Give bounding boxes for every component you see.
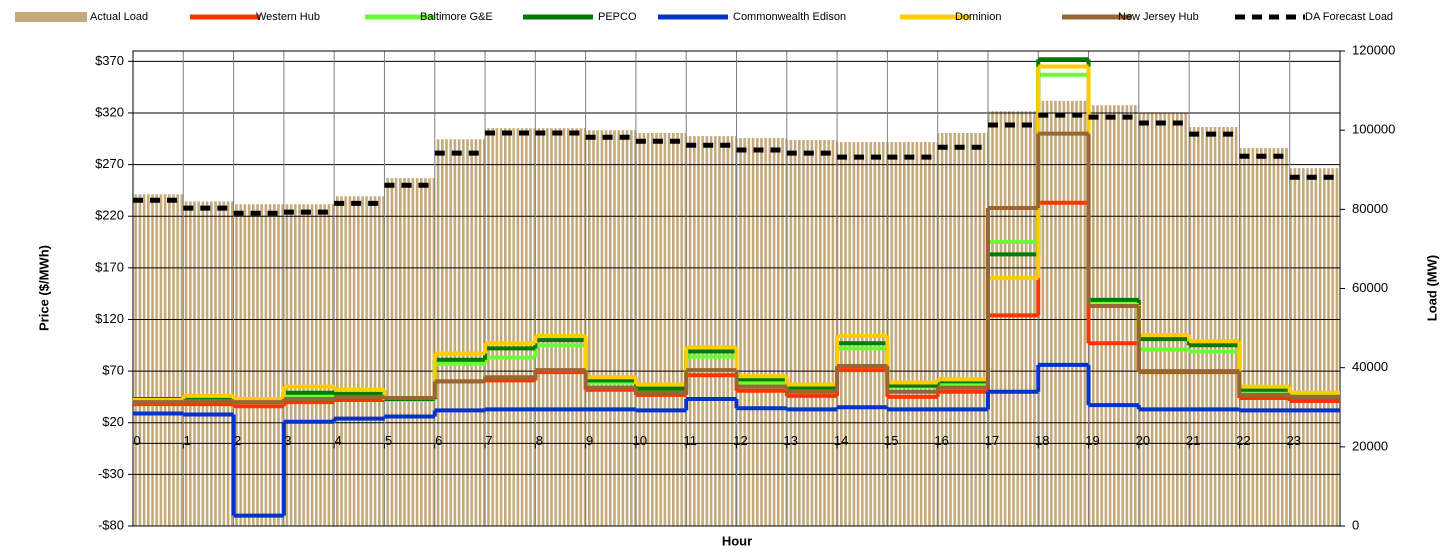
y2-tick-label: 120000 xyxy=(1352,42,1395,57)
load-bar xyxy=(1088,105,1139,527)
load-bar xyxy=(183,201,234,526)
legend-label: Western Hub xyxy=(256,11,320,23)
load-bar xyxy=(1189,127,1240,526)
x-tick-label: 19 xyxy=(1085,433,1099,448)
x-tick-label: 21 xyxy=(1186,433,1200,448)
load-bar xyxy=(937,132,988,526)
x-tick-label: 0 xyxy=(133,433,140,448)
legend-label: Dominion xyxy=(955,11,1001,23)
y-tick-label: $320 xyxy=(95,104,124,119)
x-tick-label: 14 xyxy=(834,433,848,448)
x-tick-label: 8 xyxy=(536,433,543,448)
load-bar xyxy=(485,128,536,526)
load-bar xyxy=(434,139,486,527)
y-tick-label: $70 xyxy=(102,363,124,378)
load-bar xyxy=(887,142,938,526)
x-tick-label: 13 xyxy=(784,433,798,448)
load-bar xyxy=(585,130,636,526)
legend-label: Commonwealth Edison xyxy=(733,11,846,23)
load-bar xyxy=(233,204,284,526)
load-bar xyxy=(1038,100,1089,526)
load-bar xyxy=(635,132,687,526)
x-tick-label: 16 xyxy=(934,433,948,448)
legend-label: Actual Load xyxy=(90,11,148,23)
y-tick-label: $120 xyxy=(95,311,124,326)
x-tick-label: 2 xyxy=(234,433,241,448)
load-bar xyxy=(283,204,335,526)
series-7 xyxy=(133,112,1340,216)
load-bar xyxy=(535,128,586,526)
x-tick-label: 18 xyxy=(1035,433,1049,448)
x-tick-label: 17 xyxy=(985,433,999,448)
series-6 xyxy=(133,131,1340,405)
y2-tick-label: 100000 xyxy=(1352,122,1395,137)
legend-label: New Jersey Hub xyxy=(1118,11,1199,23)
x-tick-label: 11 xyxy=(683,433,697,448)
x-tick-label: 5 xyxy=(385,433,392,448)
series-4 xyxy=(133,362,1340,518)
plot-border xyxy=(132,50,1341,527)
y2-tick-label: 0 xyxy=(1352,517,1359,532)
x-tick-label: 23 xyxy=(1286,433,1300,448)
x-tick-label: 1 xyxy=(184,433,191,448)
x-tick-label: 3 xyxy=(284,433,291,448)
legend-label: DA Forecast Load xyxy=(1305,11,1393,23)
y-tick-label: $270 xyxy=(95,156,124,171)
x-tick-label: 4 xyxy=(335,433,342,448)
y-tick-label: -$80 xyxy=(98,517,124,532)
load-bar xyxy=(987,111,1039,527)
legend-label: PEPCO xyxy=(598,11,637,23)
load-bar xyxy=(686,136,737,526)
x-tick-label: 9 xyxy=(586,433,593,448)
load-bar xyxy=(133,194,184,526)
y-tick-label: $170 xyxy=(95,259,124,274)
y2-tick-label: 20000 xyxy=(1352,438,1388,453)
load-bar xyxy=(786,140,838,526)
legend-swatch xyxy=(15,12,87,22)
x-tick-label: 10 xyxy=(633,433,647,448)
y-axis-title: Price ($/MWh) xyxy=(36,245,51,331)
load-bar xyxy=(1289,168,1340,526)
y-tick-label: $370 xyxy=(95,53,124,68)
x-tick-label: 22 xyxy=(1236,433,1250,448)
y2-tick-label: 80000 xyxy=(1352,201,1388,216)
x-tick-label: 15 xyxy=(884,433,898,448)
load-bar xyxy=(334,196,385,527)
x-tick-label: 6 xyxy=(435,433,442,448)
y-tick-label: $20 xyxy=(102,414,124,429)
y-tick-label: $220 xyxy=(95,208,124,223)
x-tick-label: 20 xyxy=(1136,433,1150,448)
y2-tick-label: 60000 xyxy=(1352,280,1388,295)
y2-axis-title: Load (MW) xyxy=(1424,255,1439,321)
x-tick-label: 12 xyxy=(733,433,747,448)
load-bar xyxy=(384,178,435,526)
load-bar xyxy=(1239,147,1290,526)
load-bar xyxy=(736,138,787,527)
x-tick-label: 7 xyxy=(485,433,492,448)
legend-label: Baltimore G&E xyxy=(420,11,493,23)
x-axis-title: Hour xyxy=(722,533,752,548)
y-tick-label: -$30 xyxy=(98,466,124,481)
y2-tick-label: 40000 xyxy=(1352,359,1388,374)
